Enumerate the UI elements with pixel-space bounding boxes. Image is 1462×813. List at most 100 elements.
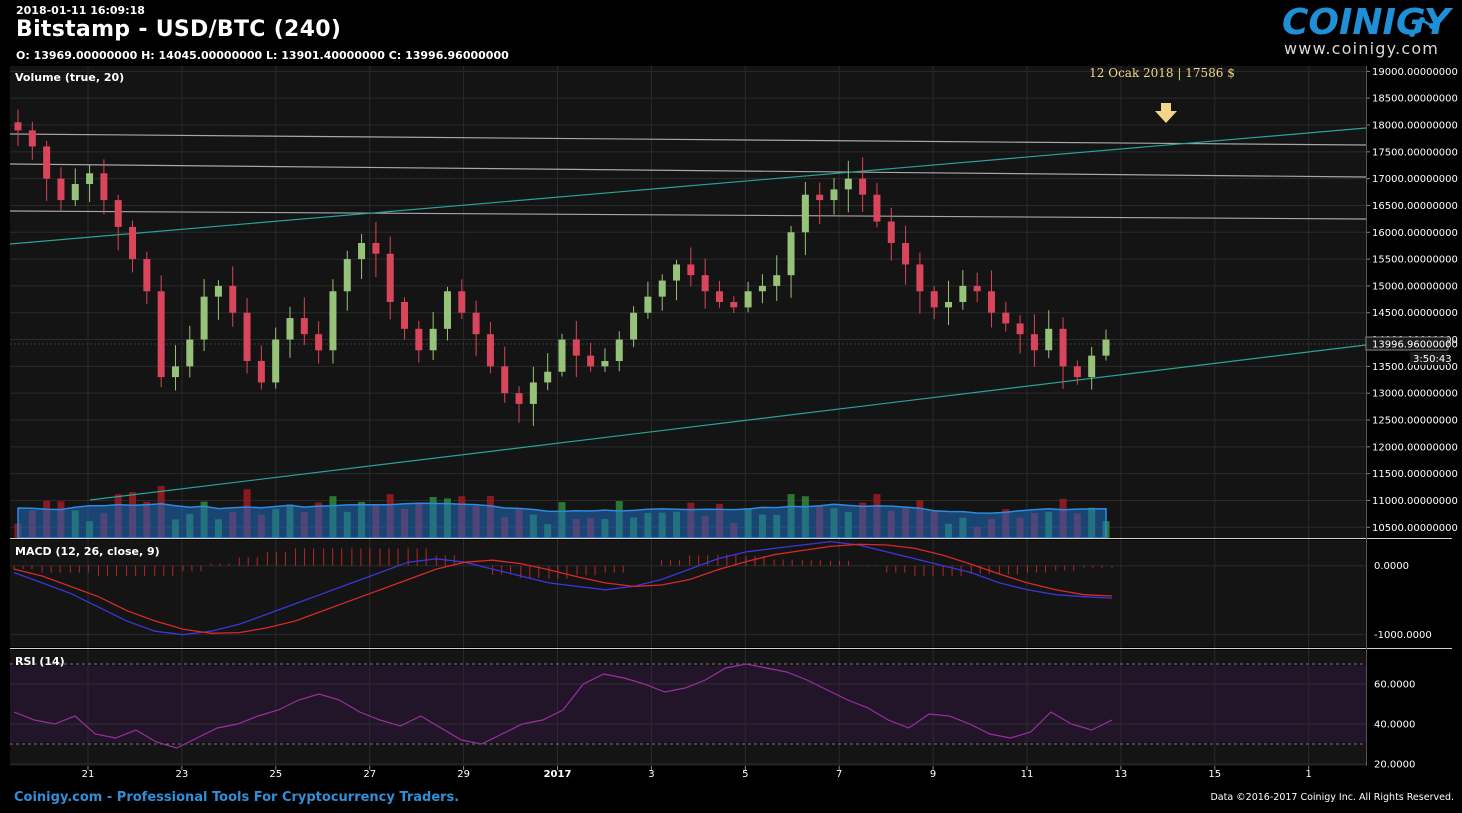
date-tick-label: 23 — [176, 769, 189, 780]
timestamp: 2018-01-11 16:09:18 — [16, 4, 145, 17]
volume-indicator-label: Volume (true, 20) — [15, 71, 124, 84]
candle-body — [873, 194, 881, 222]
trading-chart[interactable]: 10500.00000000 11000.00000000 11500.000000… — [0, 0, 1462, 786]
candle-body — [973, 285, 981, 292]
candle-body — [343, 259, 351, 292]
candle-body — [458, 291, 466, 313]
candle-body — [1073, 366, 1081, 378]
candle-body — [701, 275, 709, 292]
price-tick-label: 11000.00000000 — [1372, 496, 1458, 507]
candle-body — [787, 232, 795, 276]
candle-body — [844, 178, 852, 190]
candle-body — [658, 280, 666, 297]
macd-indicator-label: MACD (12, 26, close, 9) — [15, 545, 160, 558]
candle-body — [673, 264, 681, 281]
candle-body — [86, 173, 94, 184]
countdown-label: 3:50:43 — [1413, 354, 1452, 365]
price-tick-label: 15000.00000000 — [1372, 281, 1458, 292]
candle-body — [114, 200, 122, 227]
macd-tick-label: 0.0000 — [1374, 561, 1409, 572]
x-axis-band — [10, 766, 1452, 786]
price-tick-label: 18500.00000000 — [1372, 94, 1458, 105]
candle-body — [558, 339, 566, 372]
rsi-tick-label: 60.0000 — [1374, 680, 1415, 691]
date-tick-label: 25 — [269, 769, 282, 780]
horizontal-level-line — [9, 163, 1367, 178]
footer-tagline[interactable]: Coinigy.com - Professional Tools For Cry… — [14, 790, 460, 805]
candle-body — [71, 184, 79, 201]
candle-body — [28, 130, 36, 147]
candle-body — [472, 312, 480, 335]
candle-body — [758, 285, 766, 292]
rsi-indicator-label: RSI (14) — [15, 655, 65, 668]
arrow-down-icon — [1155, 103, 1177, 123]
countdown-tag — [1410, 352, 1448, 365]
x-axis: 21 23 25 27 29 2017 3 5 7 9 11 13 15 1 — [10, 766, 1452, 786]
price-tick-label: 12500.00000000 — [1372, 416, 1458, 427]
candle-body — [358, 243, 366, 260]
candle-body — [286, 318, 294, 340]
candle-body — [859, 178, 867, 195]
candle-body — [945, 302, 953, 308]
date-tick-label: 5 — [742, 769, 748, 780]
candle-body — [401, 302, 409, 329]
trend-line-lower — [89, 344, 1367, 501]
candle-body — [243, 312, 251, 361]
rsi-band-fill — [10, 666, 1366, 742]
candle-body — [300, 318, 308, 335]
price-tick-label: 15500.00000000 — [1372, 255, 1458, 266]
logo-trend-icon — [1400, 9, 1449, 37]
price-tick-label: 11500.00000000 — [1372, 469, 1458, 480]
candle-body — [1088, 355, 1096, 378]
footer-copyright: Data ©2016-2017 Coinigy Inc. All Rights … — [1210, 792, 1454, 803]
candle-body — [501, 366, 509, 394]
trend-line-upper — [9, 127, 1367, 245]
candle-body — [816, 194, 824, 201]
candle-body — [1016, 323, 1024, 335]
candle-body — [100, 173, 108, 201]
candle-body — [1045, 328, 1053, 351]
macd-panel-bg — [10, 540, 1366, 647]
coinigy-logo[interactable]: COINIGY www.coinigy.com — [1282, 2, 1452, 60]
rsi-line — [13, 663, 1113, 749]
candle-body — [773, 275, 781, 286]
date-tick-label: 7 — [836, 769, 842, 780]
logo-url: www.coinigy.com — [1284, 39, 1440, 58]
candle-body — [887, 221, 895, 243]
candle-body — [315, 334, 323, 351]
price-panel-bg — [10, 66, 1366, 538]
last-price-label: 13996.96000000 — [1372, 340, 1458, 351]
date-tick-label: 27 — [363, 769, 376, 780]
candle-body — [200, 296, 208, 340]
candle-body — [143, 259, 151, 292]
candle-body — [930, 291, 938, 308]
date-tick-label: 9 — [930, 769, 936, 780]
candle-body — [43, 146, 51, 179]
candle-body — [830, 189, 838, 201]
candle-body — [429, 328, 437, 351]
candle-body — [415, 328, 423, 351]
candle-body — [601, 361, 609, 367]
candle-body — [329, 291, 337, 351]
price-tick-label: 12000.00000000 — [1372, 442, 1458, 453]
candlesticks — [14, 109, 1110, 426]
candle-body — [129, 226, 137, 260]
footer: Coinigy.com - Professional Tools For Cry… — [0, 786, 1462, 813]
candle-body — [14, 122, 22, 131]
candle-body — [272, 339, 280, 383]
price-tick-label: 17000.00000000 — [1372, 174, 1458, 185]
candle-body — [587, 355, 595, 367]
rsi-tick-label: 20.0000 — [1374, 760, 1415, 771]
date-tick-label: 2017 — [544, 769, 572, 780]
chart-header: 2018-01-11 16:09:18 Bitstamp - USD/BTC (… — [0, 0, 1462, 66]
candle-body — [386, 253, 394, 302]
price-tick-label: 10500.00000000 — [1372, 523, 1458, 534]
page-title: Bitstamp - USD/BTC (240) — [16, 17, 342, 42]
candle-body — [157, 291, 165, 378]
candle-body — [257, 361, 265, 383]
candle-body — [443, 291, 451, 329]
candle-body — [57, 178, 65, 201]
candle-body — [715, 291, 723, 302]
annotation-label: 12 Ocak 2018 | 17586 $ — [1089, 66, 1235, 80]
price-tick-label: 13000.00000000 — [1372, 389, 1458, 400]
